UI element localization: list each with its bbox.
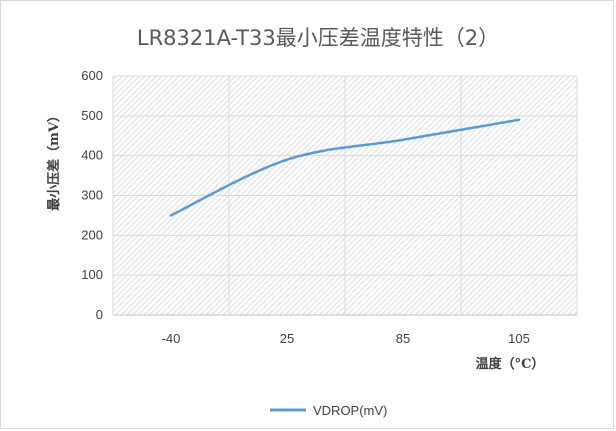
- y-tick-label: 200: [81, 227, 103, 242]
- y-tick-label: 500: [81, 108, 103, 123]
- legend: VDROP(mV): [270, 403, 387, 418]
- x-tick-label: 25: [280, 331, 294, 346]
- series-layer: [169, 118, 521, 217]
- y-tick-label: 300: [81, 188, 103, 203]
- x-tick-label: 105: [508, 331, 530, 346]
- series-line: [169, 118, 521, 217]
- x-tick-label: -40: [162, 331, 181, 346]
- y-axis-label: 最小压差（mV）: [46, 109, 62, 211]
- gridlines: [112, 75, 578, 316]
- y-tick-label: 400: [81, 148, 103, 163]
- y-axis-ticks: 0 100 200 300 400 500 600: [81, 68, 103, 322]
- legend-label: VDROP(mV): [313, 403, 387, 418]
- x-tick-label: 85: [396, 331, 410, 346]
- chart-title: LR8321A-T33最小压差温度特性（2）: [137, 26, 499, 50]
- y-tick-label: 100: [81, 267, 103, 282]
- x-axis-label: 温度（°C）: [476, 356, 545, 372]
- x-axis-ticks: -40 25 85 105: [162, 331, 530, 346]
- y-tick-label: 600: [81, 68, 103, 83]
- y-tick-label: 0: [96, 307, 103, 322]
